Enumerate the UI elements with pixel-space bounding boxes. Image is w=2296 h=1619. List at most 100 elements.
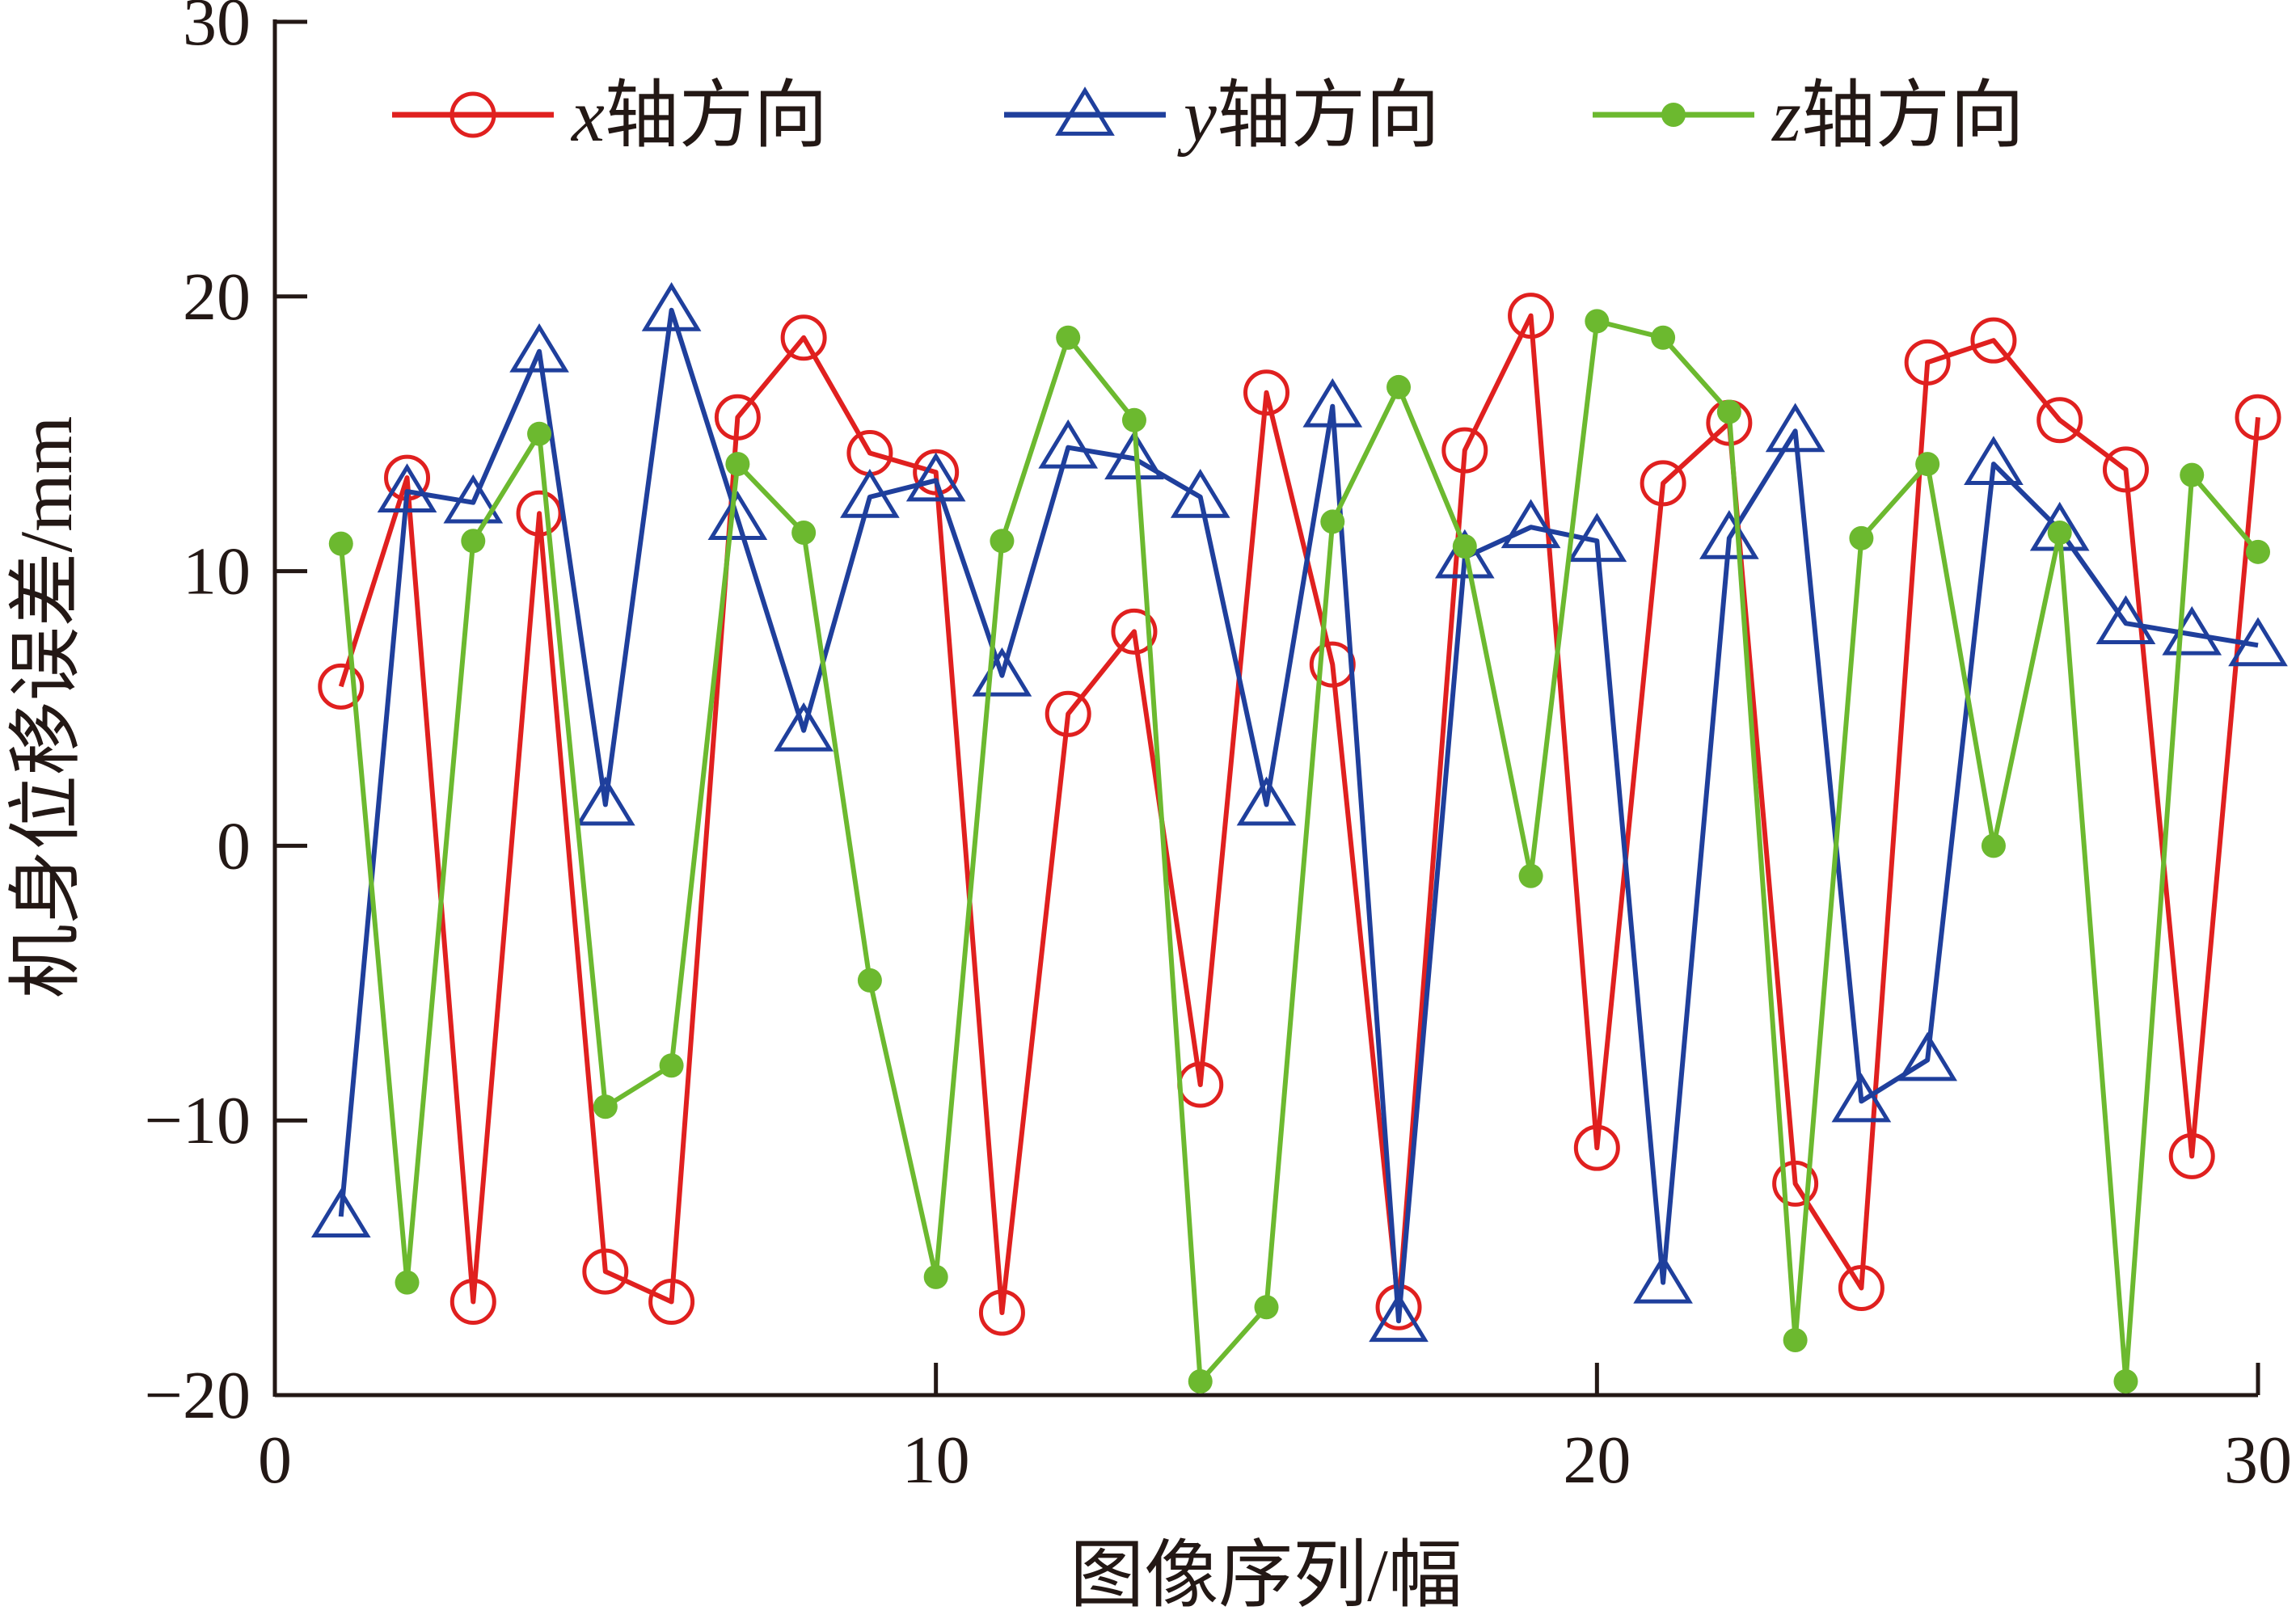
data-point-y <box>1500 499 1561 549</box>
legend-label-text: 轴方向 <box>605 74 828 157</box>
data-point-y <box>443 474 504 524</box>
data-point-y <box>2096 595 2156 645</box>
data-point-y <box>1897 1031 1958 1081</box>
data-point-x <box>1640 460 1686 507</box>
data-point-y <box>905 452 966 502</box>
data-point-x <box>780 314 827 361</box>
data-point-y <box>641 281 702 331</box>
data-point-z <box>1518 863 1543 888</box>
data-point-z <box>659 1053 684 1078</box>
data-point-x <box>516 490 563 537</box>
y-tick-label: 10 <box>183 534 251 609</box>
legend-marker-x <box>449 91 496 138</box>
data-point-z <box>923 1264 948 1289</box>
x-tick-label: 30 <box>2224 1423 2292 1498</box>
data-point-x <box>2168 1132 2215 1179</box>
data-point-x <box>1970 317 2017 364</box>
data-point-y <box>1038 419 1099 469</box>
data-point-z <box>1386 374 1412 399</box>
legend: x轴方向 y轴方向 z轴方向 <box>392 74 2024 157</box>
legend-label-text: 轴方向 <box>1801 74 2024 157</box>
data-point-x <box>1045 690 1091 737</box>
data-point-y <box>1964 436 2024 485</box>
data-point-y <box>377 463 437 512</box>
data-point-z <box>1188 1369 1213 1394</box>
x-tick-label: 10 <box>902 1423 970 1498</box>
x-tick-label: 0 <box>258 1423 292 1498</box>
data-point-y <box>1831 1073 1892 1123</box>
data-point-y <box>509 323 569 373</box>
data-point-x <box>1375 1284 1422 1330</box>
data-point-y <box>1765 403 1825 453</box>
data-point-y <box>310 1188 371 1238</box>
data-point-z <box>1121 407 1146 432</box>
data-point-y <box>774 702 834 752</box>
axes <box>272 19 2258 1398</box>
data-point-x <box>913 449 960 495</box>
data-point-z <box>461 529 486 554</box>
data-point-x <box>1772 1160 1819 1207</box>
data-point-x <box>582 1248 629 1295</box>
data-point-y <box>707 491 768 540</box>
series-line-y <box>338 307 2259 1324</box>
data-point-z <box>2113 1369 2138 1394</box>
data-point-z <box>395 1270 420 1295</box>
data-point-z <box>593 1094 618 1119</box>
series-line-z <box>338 318 2260 1385</box>
data-point-x <box>1243 369 1289 416</box>
data-point-y <box>1302 377 1363 428</box>
x-ticks: 0 10 20 30 <box>258 1363 2292 1498</box>
data-point-y <box>1104 430 1164 480</box>
data-point-z <box>725 452 750 477</box>
y-tick-label: −20 <box>145 1358 251 1433</box>
legend-label-variable: x <box>570 74 605 157</box>
data-point-x <box>2036 397 2083 444</box>
y-ticks: −20 −10 0 10 20 30 <box>145 0 307 1433</box>
data-point-x <box>2102 446 2149 493</box>
legend-label-x: x轴方向 <box>570 74 828 157</box>
data-point-z <box>2180 462 2205 487</box>
data-point-x <box>714 394 761 441</box>
data-point-y <box>840 469 900 518</box>
y-tick-label: 0 <box>217 808 251 883</box>
y-tick-label: 20 <box>183 259 251 335</box>
data-point-x <box>1838 1264 1884 1311</box>
legend-label-variable: z <box>1771 74 1801 157</box>
data-point-z <box>1056 325 1081 350</box>
data-point-y <box>1633 1254 1693 1304</box>
series-z <box>328 309 2270 1394</box>
data-point-y <box>1236 776 1297 826</box>
data-point-x <box>1904 339 1951 386</box>
series-line-x <box>338 313 2260 1316</box>
data-point-x <box>318 663 365 710</box>
data-point-z <box>527 421 552 446</box>
data-point-z <box>2047 521 2072 546</box>
data-point-z <box>1981 833 2006 858</box>
data-point-z <box>791 521 817 546</box>
data-point-y <box>1369 1292 1429 1343</box>
data-point-y <box>1434 529 1495 579</box>
x-axis-title: 图像序列/幅 <box>1070 1534 1462 1617</box>
data-point-y <box>1170 469 1230 518</box>
data-point-y <box>2228 617 2288 667</box>
data-point-z <box>1651 325 1676 350</box>
data-point-z <box>1254 1295 1279 1320</box>
data-point-x <box>978 1289 1025 1336</box>
legend-label-variable: y <box>1177 74 1217 157</box>
data-point-x <box>1573 1124 1620 1171</box>
data-point-z <box>1585 309 1610 334</box>
data-point-z <box>2246 539 2270 564</box>
data-point-z <box>1783 1328 1808 1353</box>
series-group <box>310 281 2288 1394</box>
data-point-z <box>1915 452 1940 477</box>
data-point-x <box>1111 608 1158 655</box>
data-point-z <box>1452 534 1477 559</box>
data-point-x <box>1508 293 1555 339</box>
data-point-z <box>990 529 1015 554</box>
legend-marker-y <box>1055 86 1115 136</box>
legend-label-y: y轴方向 <box>1177 74 1440 157</box>
data-point-y <box>575 776 635 826</box>
data-point-z <box>1716 399 1741 424</box>
series-x <box>318 293 2281 1336</box>
